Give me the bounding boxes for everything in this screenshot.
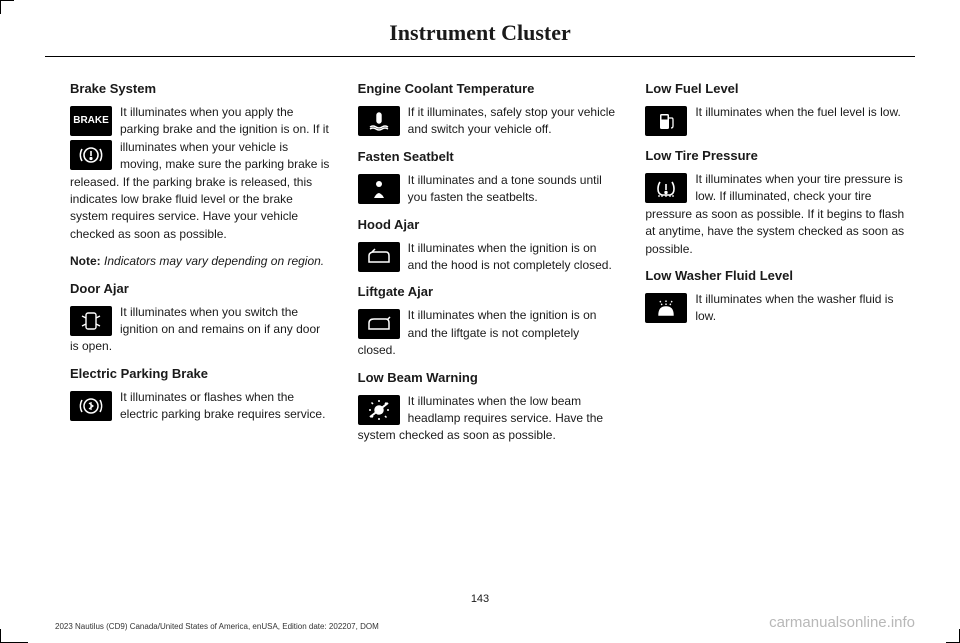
body-text: If it illuminates, safely stop your vehi… [408, 105, 615, 136]
section-title: Low Tire Pressure [645, 148, 905, 163]
section-title: Brake System [70, 81, 330, 96]
section-body: It illuminates and a tone sounds until y… [358, 172, 618, 207]
section-body: It illuminates when the ignition is on a… [358, 307, 618, 359]
note-text: Indicators may vary depending on region. [101, 254, 324, 268]
section-body: It illuminates when the ignition is on a… [358, 240, 618, 275]
section-title: Low Beam Warning [358, 370, 618, 385]
epb-icon [70, 391, 112, 421]
liftgate-icon [358, 309, 400, 339]
hood-ajar-icon [358, 242, 400, 272]
column-2: Engine Coolant Temperature If it illumin… [358, 81, 618, 455]
washer-icon [645, 293, 687, 323]
section-body: BRAKE It illuminates when you apply the … [70, 104, 330, 243]
body-text: It illuminates or flashes when the elect… [120, 390, 325, 421]
seatbelt-icon [358, 174, 400, 204]
body-text: It illuminates when the washer fluid is … [695, 292, 893, 323]
section-body: It illuminates or flashes when the elect… [70, 389, 330, 424]
section-body: It illuminates when your tire pressure i… [645, 171, 905, 258]
section-body: It illuminates when the washer fluid is … [645, 291, 905, 326]
section-body: It illuminates when the low beam headlam… [358, 393, 618, 445]
section-title: Engine Coolant Temperature [358, 81, 618, 96]
section-title: Liftgate Ajar [358, 284, 618, 299]
page-title: Instrument Cluster [0, 0, 960, 56]
body-text: It illuminates and a tone sounds until y… [408, 173, 602, 204]
note-line: Note: Indicators may vary depending on r… [70, 253, 330, 270]
crop-mark-tl [0, 0, 14, 14]
footer-edition: 2023 Nautilus (CD9) Canada/United States… [55, 622, 379, 631]
lowbeam-icon [358, 395, 400, 425]
body-text: It illuminates when the ignition is on a… [408, 241, 612, 272]
crop-mark-br [946, 629, 960, 643]
section-title: Fasten Seatbelt [358, 149, 618, 164]
body-text: It illuminates when the fuel level is lo… [695, 105, 900, 119]
tpms-icon [645, 173, 687, 203]
section-body: It illuminates when you switch the ignit… [70, 304, 330, 356]
note-label: Note: [70, 254, 101, 268]
brake-text-icon: BRAKE [70, 106, 112, 136]
section-title: Low Washer Fluid Level [645, 268, 905, 283]
content-columns: Brake System BRAKE It illuminates when y… [0, 57, 960, 455]
door-ajar-icon [70, 306, 112, 336]
section-title: Electric Parking Brake [70, 366, 330, 381]
fuel-icon [645, 106, 687, 136]
section-body: It illuminates when the fuel level is lo… [645, 104, 905, 138]
crop-mark-bl [0, 629, 28, 643]
page-number: 143 [0, 593, 960, 605]
footer-watermark: carmanualsonline.info [769, 614, 915, 631]
section-title: Low Fuel Level [645, 81, 905, 96]
section-title: Door Ajar [70, 281, 330, 296]
column-1: Brake System BRAKE It illuminates when y… [70, 81, 330, 455]
section-title: Hood Ajar [358, 217, 618, 232]
column-3: Low Fuel Level It illuminates when the f… [645, 81, 905, 455]
coolant-icon [358, 106, 400, 136]
brake-circle-icon [70, 140, 112, 170]
section-body: If it illuminates, safely stop your vehi… [358, 104, 618, 139]
